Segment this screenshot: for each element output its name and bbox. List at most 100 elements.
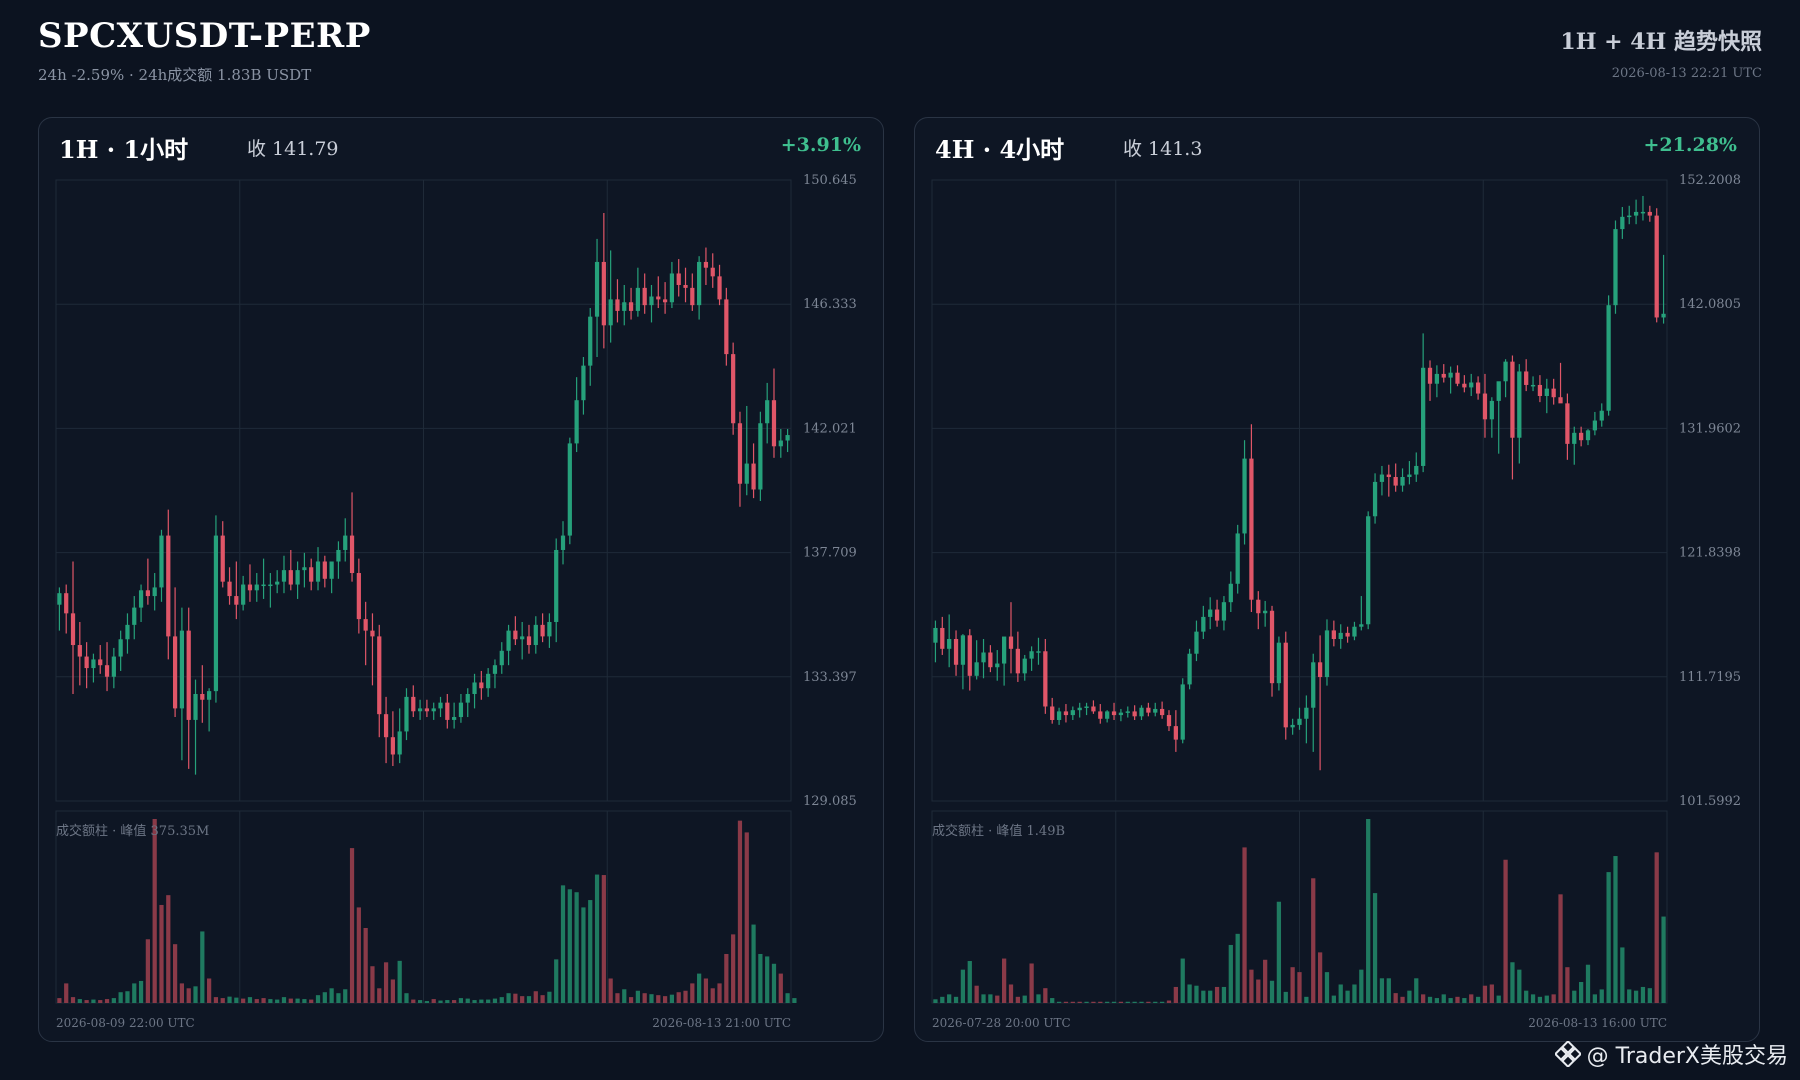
volume-label: 成交额柱 · 峰值 1.49B [932, 823, 1065, 839]
candle-body [398, 731, 402, 754]
volume-bar [1084, 1002, 1088, 1003]
candle-body [724, 299, 728, 354]
candle-body [988, 652, 992, 667]
snapshot-timestamp: 2026-08-13 22:21 UTC [1560, 66, 1762, 81]
candle-body [289, 570, 293, 584]
candle-body [1476, 383, 1480, 394]
candle-body [302, 567, 306, 570]
candle-body [1009, 637, 1013, 649]
candle-body [1194, 632, 1198, 654]
volume-bar [988, 994, 992, 1003]
volume-bar [629, 997, 633, 1003]
candle-body [1538, 385, 1542, 396]
volume-bar [1524, 991, 1528, 1003]
candle-body [1304, 708, 1308, 719]
candle-body [1531, 385, 1535, 387]
candle-body [1029, 651, 1033, 658]
volume-bar [1181, 959, 1185, 1003]
volume-bar [1236, 934, 1240, 1003]
volume-bar [391, 979, 395, 1003]
volume-bar [418, 1000, 422, 1003]
volume-bar [1503, 860, 1507, 1003]
candle-body [1648, 212, 1652, 216]
candle-body [758, 423, 762, 489]
volume-bar [1187, 984, 1191, 1003]
candle-body [221, 536, 225, 582]
volume-bar [125, 991, 129, 1003]
candle-body [493, 665, 497, 674]
volume-bar [1160, 1002, 1164, 1003]
candle-body [459, 703, 463, 717]
candle-body [609, 299, 613, 325]
volume-bar [1112, 1002, 1116, 1003]
volume-bar [1345, 991, 1349, 1003]
volume-bar [1215, 987, 1219, 1003]
volume-bar [656, 995, 660, 1003]
volume-bar [1016, 997, 1020, 1003]
candle-body [1112, 711, 1116, 715]
candle-body [704, 262, 708, 268]
page-header: SPCXUSDT-PERP 24h -2.59% · 24h成交额 1.83B … [38, 16, 371, 85]
candle-body [1311, 662, 1315, 707]
volume-bar [132, 983, 136, 1003]
y-tick-label: 142.021 [803, 421, 857, 436]
candle-body [547, 622, 551, 636]
volume-bar [1476, 997, 1480, 1003]
volume-bar [139, 981, 143, 1003]
volume-bar [1002, 959, 1006, 1003]
volume-bar [758, 954, 762, 1003]
candle-body [1146, 708, 1150, 713]
volume-bar [105, 999, 109, 1003]
volume-bar [1387, 978, 1391, 1003]
volume-bar [1023, 996, 1027, 1003]
candle-body [132, 608, 136, 625]
candle-body [1160, 709, 1164, 715]
candle-body [432, 708, 436, 711]
candle-body [234, 596, 238, 605]
snapshot-title: 1H + 4H 趋势快照 [1560, 24, 1762, 56]
candle-body [1139, 708, 1143, 717]
volume-bar [1572, 991, 1576, 1003]
candle-body [670, 273, 674, 302]
y-tick-label: 111.7195 [1679, 670, 1741, 685]
volume-bar [221, 998, 225, 1003]
chart-panel-4h: 152.2008 142.0805 131.9602 121.8398 111.7195… [914, 117, 1760, 1042]
volume-bar [316, 995, 320, 1003]
candle-body [711, 268, 715, 277]
candle-body [309, 567, 313, 581]
candle-body [1510, 362, 1514, 438]
candle-body [961, 635, 965, 664]
candle-body [1373, 482, 1377, 516]
candle-body [336, 550, 340, 562]
volume-bar [575, 892, 579, 1003]
volume-bar [717, 983, 721, 1003]
volume-bar [241, 999, 245, 1003]
candle-body [486, 674, 490, 688]
volume-bar [568, 889, 572, 1003]
candle-body [255, 585, 259, 591]
volume-bar [1311, 878, 1315, 1003]
volume-bar [779, 974, 783, 1003]
candle-body [261, 585, 265, 587]
candle-body [1187, 654, 1191, 685]
volume-bar [1098, 1002, 1102, 1003]
volume-bar [947, 994, 951, 1003]
candle-body [1126, 711, 1130, 713]
change-pct-4h: +21.28% [1644, 134, 1737, 156]
volume-bar [71, 997, 75, 1003]
candle-body [119, 639, 123, 656]
candle-body [1091, 706, 1095, 711]
candle-body [765, 400, 769, 423]
volume-bar [704, 978, 708, 1003]
candle-body [1414, 466, 1418, 475]
volume-bar [649, 994, 653, 1003]
volume-bar [1366, 819, 1370, 1003]
volume-bar [214, 997, 218, 1003]
volume-bar [1339, 984, 1343, 1003]
candle-body [438, 703, 442, 709]
candle-body [1064, 711, 1068, 715]
candle-body [445, 703, 449, 720]
volume-bar [1043, 988, 1047, 1003]
volume-bar [1208, 991, 1212, 1003]
candle-body [1345, 633, 1349, 637]
